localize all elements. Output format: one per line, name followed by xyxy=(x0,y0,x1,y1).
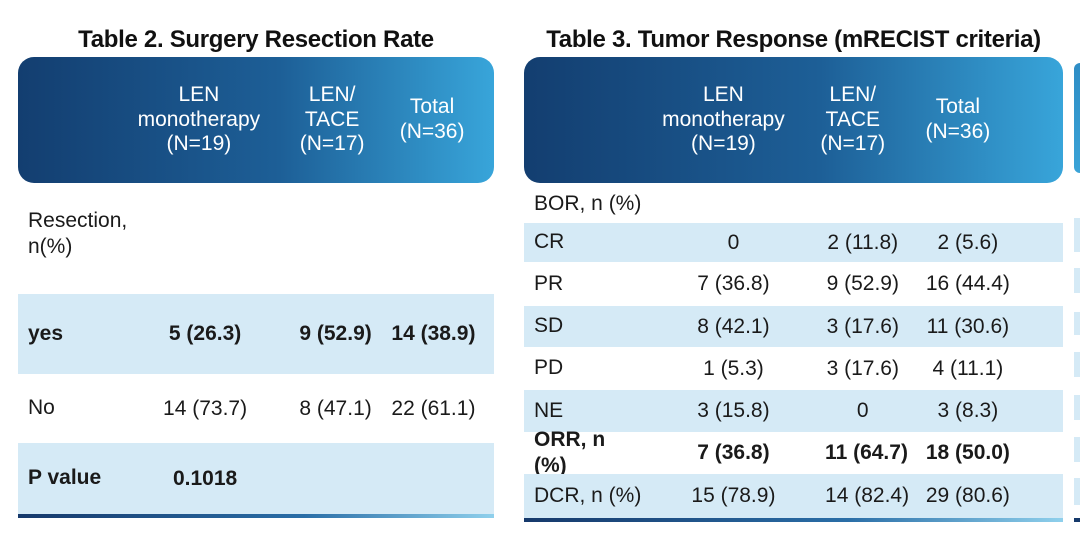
cell: 29 (80.6) xyxy=(925,484,1010,507)
cropped-table-row-fragment xyxy=(1074,312,1080,335)
cell: 8 (42.1) xyxy=(697,314,770,338)
cell: 14 (38.9) xyxy=(391,322,476,345)
cell: 7 (36.8) xyxy=(697,441,770,464)
cell: 3 (17.6) xyxy=(826,356,899,380)
row-label: SD xyxy=(534,314,564,338)
table2-title: Table 2. Surgery Resection Rate xyxy=(78,25,434,53)
cell: 7 (36.8) xyxy=(697,272,770,295)
cell: 11 (30.6) xyxy=(926,314,1010,338)
column-header-len-tace: LEN/ TACE (N=17) xyxy=(820,82,886,156)
table-row-orr: ORR, n (%) 7 (36.8) 11 (64.7) 18 (50.0) xyxy=(524,428,1063,477)
row-label: PR xyxy=(534,271,564,295)
row-label: DCR, n (%) xyxy=(534,483,642,507)
cropped-table-header-fragment xyxy=(1074,63,1080,173)
table-row-sd: SD 8 (42.1) 3 (17.6) 11 (30.6) xyxy=(524,306,1063,347)
cell: 0 xyxy=(856,399,869,422)
cell: 5 (26.3) xyxy=(168,322,242,345)
cell: 1 (5.3) xyxy=(703,356,764,380)
table-row-ne: NE 3 (15.8) 0 3 (8.3) xyxy=(524,390,1063,432)
row-label: NE xyxy=(534,398,564,422)
row-label: BOR, n (%) xyxy=(534,192,642,216)
table-row-no: No 14 (73.7) 8 (47.1) 22 (61.1) xyxy=(18,374,494,443)
cell: 0 xyxy=(727,230,740,254)
table-row-resection: Resection, n(%) xyxy=(18,192,494,276)
row-label: ORR, n (%) xyxy=(534,427,606,477)
cell: 11 (64.7) xyxy=(825,441,908,464)
table3-title: Table 3. Tumor Response (mRECIST criteri… xyxy=(546,25,1041,53)
table-row-pr: PR 7 (36.8) 9 (52.9) 16 (44.4) xyxy=(524,262,1063,306)
table2-header: LEN monotherapy (N=19) LEN/ TACE (N=17) … xyxy=(18,57,494,183)
table-row-yes: yes 5 (26.3) 9 (52.9) 14 (38.9) xyxy=(18,294,494,374)
cropped-table-row-fragment xyxy=(1074,268,1080,293)
cropped-table-row-fragment xyxy=(1074,352,1080,377)
table-surgery-resection-rate: Table 2. Surgery Resection Rate LEN mono… xyxy=(18,0,494,533)
cell: 14 (82.4) xyxy=(825,484,910,507)
column-header-len-tace: LEN/ TACE (N=17) xyxy=(299,82,365,156)
table-row-bor: BOR, n (%) xyxy=(524,186,1063,223)
cell: 3 (8.3) xyxy=(937,399,999,422)
cropped-table-row-fragment xyxy=(1074,218,1080,252)
column-header-total: Total (N=36) xyxy=(399,95,465,143)
cell: 2 (11.8) xyxy=(827,230,899,254)
cropped-table-row-fragment xyxy=(1074,478,1080,505)
cell: 14 (73.7) xyxy=(163,396,248,420)
table-row-pd: PD 1 (5.3) 3 (17.6) 4 (11.1) xyxy=(524,347,1063,390)
cell: 15 (78.9) xyxy=(691,484,776,507)
column-header-len-monotherapy: LEN monotherapy (N=19) xyxy=(662,82,785,156)
cell: 18 (50.0) xyxy=(925,441,1010,464)
cell: 22 (61.1) xyxy=(391,396,476,420)
table-row-cr: CR 0 2 (11.8) 2 (5.6) xyxy=(524,223,1063,262)
column-header-total: Total (N=36) xyxy=(925,95,991,143)
row-label: PD xyxy=(534,356,564,380)
table-row-p-value: P value 0.1018 xyxy=(18,443,494,514)
cell: 9 (52.9) xyxy=(826,272,899,295)
column-header-len-monotherapy: LEN monotherapy (N=19) xyxy=(137,82,261,156)
cropped-table-rule-fragment xyxy=(1074,518,1080,522)
table3-header: LEN monotherapy (N=19) LEN/ TACE (N=17) … xyxy=(524,57,1063,183)
row-label: CR xyxy=(534,230,565,254)
cell: 0.1018 xyxy=(172,466,238,490)
cell: 16 (44.4) xyxy=(925,272,1010,295)
row-label: P value xyxy=(28,466,102,490)
table2-bottom-rule xyxy=(18,514,494,518)
row-label: No xyxy=(28,396,55,420)
cell: 3 (15.8) xyxy=(697,399,770,422)
row-label: Resection, n(%) xyxy=(28,208,128,258)
table3-bottom-rule xyxy=(524,518,1063,522)
cell: 4 (11.1) xyxy=(932,356,1004,380)
cell: 9 (52.9) xyxy=(299,322,372,345)
cell: 2 (5.6) xyxy=(937,230,999,254)
table-row-dcr: DCR, n (%) 15 (78.9) 14 (82.4) 29 (80.6) xyxy=(524,474,1063,518)
table-tumor-response: Table 3. Tumor Response (mRECIST criteri… xyxy=(524,0,1063,533)
cell: 8 (47.1) xyxy=(299,396,372,420)
row-label: yes xyxy=(28,321,64,345)
cell: 3 (17.6) xyxy=(826,314,899,338)
cropped-table-row-fragment xyxy=(1074,437,1080,462)
cropped-table-row-fragment xyxy=(1074,395,1080,420)
